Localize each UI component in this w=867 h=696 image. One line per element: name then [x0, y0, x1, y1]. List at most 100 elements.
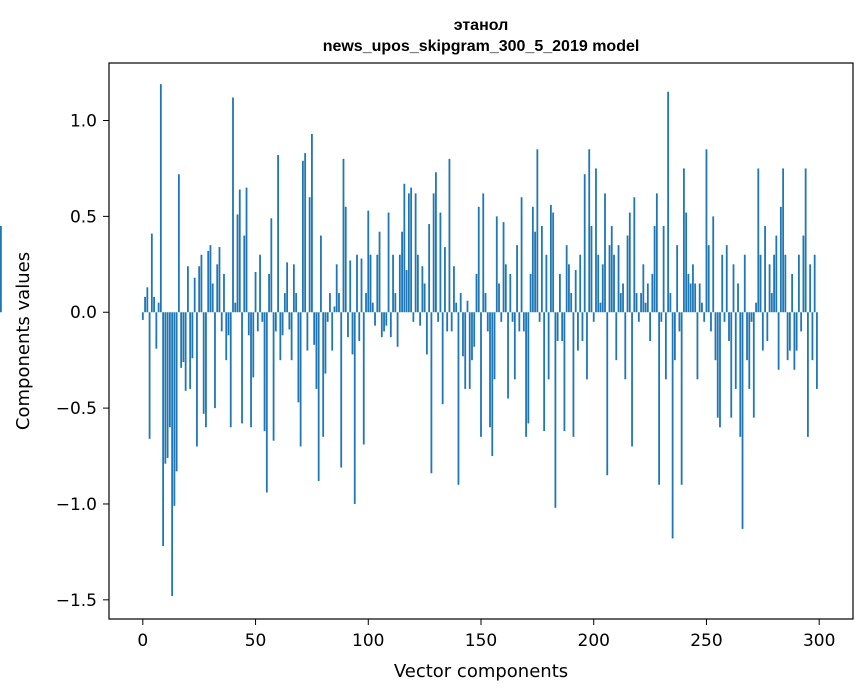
- bar-208: [610, 225, 613, 313]
- bar-255: [716, 312, 719, 418]
- bar-195: [581, 312, 584, 341]
- bar-67: [292, 264, 295, 313]
- bar-205: [604, 193, 606, 313]
- bar-62: [281, 312, 284, 336]
- bar-36: [223, 273, 225, 313]
- bar-52: [259, 254, 261, 313]
- bar-34: [218, 247, 221, 313]
- bar-268: [746, 312, 748, 361]
- bar-79: [320, 235, 322, 313]
- bar-119: [410, 187, 413, 313]
- bar-219: [635, 293, 638, 313]
- bar-118: [407, 193, 410, 313]
- bar-126: [425, 312, 428, 355]
- y-tick-label-0: −1.5: [56, 591, 97, 611]
- bar-297: [811, 312, 814, 361]
- bar-269: [748, 312, 751, 389]
- bar-111: [392, 254, 394, 313]
- bar-167: [518, 312, 521, 332]
- bar-284: [782, 168, 785, 313]
- bar-20: [187, 266, 189, 313]
- bar-1: [144, 296, 146, 313]
- bar-22: [191, 312, 194, 359]
- bar-179: [545, 254, 548, 313]
- bar-53: [261, 312, 264, 322]
- bar-285: [784, 254, 787, 313]
- bar-134: [444, 247, 446, 313]
- bar-70: [299, 312, 302, 447]
- bar-245: [694, 283, 697, 313]
- bar-266: [741, 312, 744, 529]
- bar-10: [164, 312, 167, 464]
- bar-139: [455, 302, 458, 313]
- bar-241: [685, 212, 688, 313]
- bar-169: [522, 312, 525, 332]
- bar-16: [177, 174, 180, 313]
- bar-83: [329, 293, 331, 313]
- bar-88: [340, 312, 343, 468]
- bar-144: [466, 300, 469, 313]
- bar-184: [556, 312, 559, 341]
- bar-13: [171, 312, 174, 596]
- bar-104: [376, 254, 379, 313]
- bar-117: [405, 270, 408, 313]
- bar-199: [590, 225, 593, 313]
- bar-96: [358, 312, 361, 341]
- bar-7: [157, 302, 160, 313]
- bar-211: [617, 245, 620, 313]
- x-tick-label-50: 50: [245, 631, 267, 651]
- bar-107: [383, 312, 385, 332]
- bar-232: [664, 312, 667, 380]
- bar-91: [347, 312, 349, 338]
- bar-231: [662, 225, 665, 313]
- bar-246: [696, 312, 699, 380]
- bar-80: [322, 312, 325, 437]
- bar-26: [200, 254, 203, 313]
- bar-124: [421, 266, 424, 313]
- bar-151: [482, 193, 485, 313]
- bar-274: [759, 254, 762, 313]
- bar-73: [306, 312, 309, 351]
- bar-178: [543, 312, 546, 432]
- bar-115: [401, 231, 403, 313]
- bar-273: [757, 168, 760, 313]
- bar-188: [565, 245, 568, 313]
- bar-48: [250, 312, 252, 428]
- bar-282: [777, 312, 780, 370]
- bar-94: [353, 312, 356, 504]
- bar-235: [671, 312, 674, 539]
- bar-193: [577, 312, 579, 351]
- bar-87: [338, 293, 340, 313]
- bar-210: [615, 312, 618, 361]
- bar-113: [396, 312, 399, 347]
- bar-243: [689, 283, 692, 313]
- bar-97: [360, 258, 363, 313]
- bar-257: [721, 254, 724, 313]
- bar-186: [561, 312, 564, 341]
- bar-288: [791, 273, 794, 313]
- bar-17: [180, 312, 183, 368]
- bar-131: [437, 312, 440, 322]
- bars-group: [0, 84, 818, 596]
- bar-225: [649, 312, 651, 341]
- bar-293: [802, 235, 805, 313]
- bar-60: [277, 155, 279, 313]
- bar-47: [247, 312, 250, 336]
- x-tick-label-100: 100: [352, 631, 384, 651]
- bar-256: [719, 312, 721, 428]
- bar-51: [256, 312, 259, 332]
- bar-11: [166, 312, 169, 458]
- bar-224: [646, 283, 649, 313]
- bar-37: [225, 312, 228, 361]
- bar-173: [531, 206, 534, 313]
- bar-247: [698, 283, 701, 313]
- bar-148: [475, 273, 478, 313]
- bar-63: [283, 293, 286, 313]
- bar-98: [362, 312, 365, 445]
- y-tick-label-3: 0.0: [70, 303, 97, 323]
- bar-6: [155, 312, 158, 349]
- bar-289: [793, 312, 796, 370]
- bar-278: [768, 264, 771, 313]
- bar-31: [211, 283, 214, 313]
- bar-109: [387, 212, 390, 313]
